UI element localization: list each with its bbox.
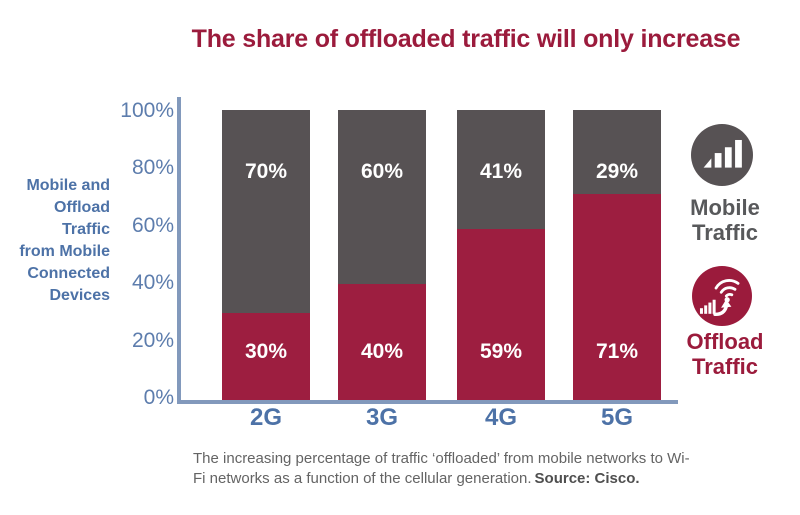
x-tick-label: 4G bbox=[484, 404, 517, 431]
y-axis-label: Mobile and Offload Traffic from Mobile C… bbox=[19, 177, 110, 304]
x-axis-line bbox=[177, 400, 678, 404]
y-tick-label: 0% bbox=[143, 386, 174, 409]
bar-3g: 60% 40% bbox=[338, 110, 426, 400]
wifi-offload-icon bbox=[692, 266, 752, 326]
plot-area: 70% 30% 60% 40% 41% 59% 29% 71% bbox=[182, 110, 678, 400]
caption-source: Source: Cisco. bbox=[534, 470, 640, 487]
mobile-traffic-legend-swatch bbox=[691, 124, 753, 191]
y-tick-label: 80% bbox=[131, 156, 174, 180]
bar-value-label-offload: 71% bbox=[595, 340, 639, 363]
bar-value-label-mobile: 41% bbox=[479, 160, 523, 183]
bar-segment-mobile bbox=[222, 110, 310, 313]
bar-segment-offload bbox=[457, 228, 545, 400]
y-tick-label: 100% bbox=[120, 99, 174, 122]
bar-segment-mobile bbox=[457, 110, 545, 229]
caption-text: The increasing percentage of traffic ‘of… bbox=[193, 450, 690, 487]
bar-value-label-offload: 30% bbox=[244, 340, 288, 363]
bar-segment-offload bbox=[573, 194, 661, 400]
bar-value-label-mobile: 29% bbox=[595, 160, 639, 183]
x-tick-label: 3G bbox=[365, 404, 398, 431]
x-tick-label: 2G bbox=[249, 404, 282, 431]
bar-value-label-mobile: 70% bbox=[244, 160, 288, 183]
bar-2g: 70% 30% bbox=[222, 110, 310, 400]
offload-traffic-legend-swatch bbox=[692, 266, 752, 331]
bar-segment-mobile bbox=[573, 110, 661, 195]
bar-value-label-offload: 59% bbox=[479, 340, 523, 363]
bar-value-label-mobile: 60% bbox=[360, 160, 404, 183]
y-tick-label: 40% bbox=[131, 271, 174, 295]
bar-5g: 29% 71% bbox=[573, 110, 661, 400]
signal-bars-icon bbox=[691, 124, 753, 186]
bar-segment-offload bbox=[338, 284, 426, 400]
y-tick-label: 60% bbox=[131, 213, 174, 237]
y-axis-line bbox=[177, 97, 181, 404]
chart-title: The share of offloaded traffic will only… bbox=[191, 25, 741, 53]
x-tick-label: 5G bbox=[600, 404, 633, 431]
offload-traffic-legend-label: Offload Traffic bbox=[686, 329, 764, 379]
y-tick-label: 20% bbox=[131, 328, 174, 352]
bar-4g: 41% 59% bbox=[457, 110, 545, 400]
chart-caption: The increasing percentage of traffic ‘of… bbox=[193, 449, 695, 489]
bar-value-label-offload: 40% bbox=[360, 340, 404, 363]
mobile-traffic-legend-label: Mobile Traffic bbox=[690, 195, 760, 245]
bar-segment-offload bbox=[222, 313, 310, 400]
bar-segment-mobile bbox=[338, 110, 426, 284]
